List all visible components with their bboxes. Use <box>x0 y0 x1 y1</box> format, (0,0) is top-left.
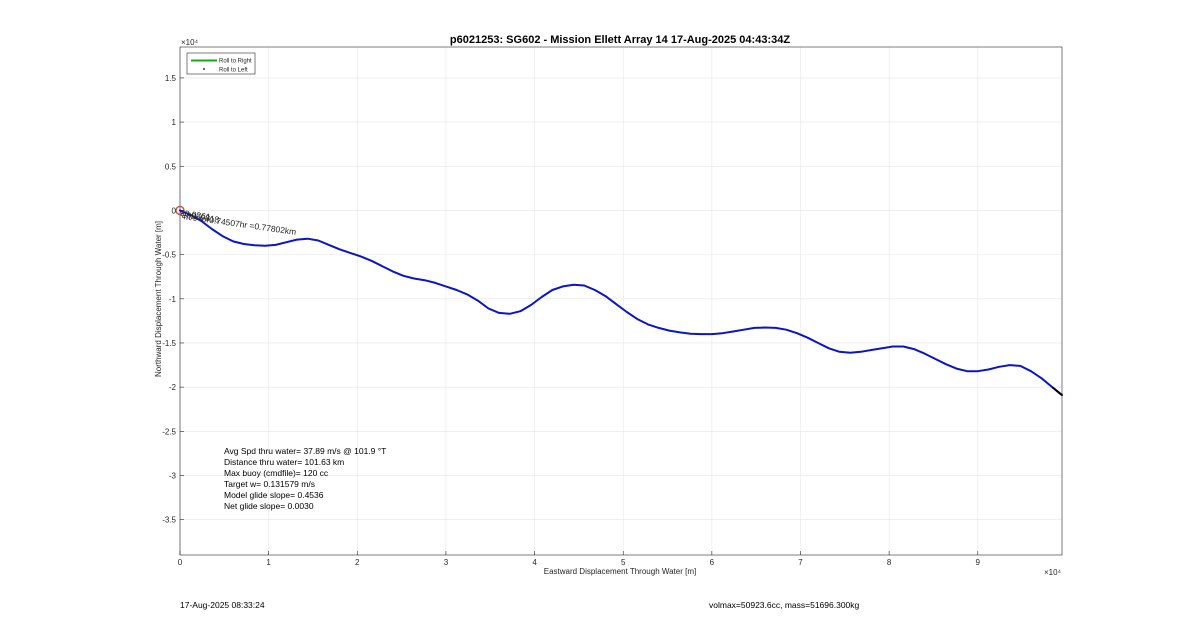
y-exponent-label: ×10⁴ <box>181 38 199 47</box>
footer-date: 17-Aug-2025 08:33:24 <box>180 600 265 610</box>
stats-line: Target w= 0.131579 m/s <box>224 479 315 489</box>
y-tick-label: -2 <box>169 383 177 392</box>
legend: Roll to Right Roll to Left <box>186 52 256 75</box>
y-axis-label: Northward Displacement Through Water [m] <box>154 221 163 377</box>
x-tick-label: 8 <box>887 558 892 567</box>
x-tick-label: 2 <box>355 558 360 567</box>
x-tick-label: 9 <box>976 558 981 567</box>
grid <box>179 47 1062 555</box>
y-tick-label: 1 <box>172 118 177 127</box>
x-tick-label: 6 <box>710 558 715 567</box>
stats-line: Max buoy (cmdfile)= 120 cc <box>224 468 329 478</box>
x-tick-label: 7 <box>798 558 803 567</box>
x-tick-label: 3 <box>444 558 449 567</box>
y-tick-label: -3.5 <box>162 516 176 525</box>
x-tick-label: 4 <box>532 558 537 567</box>
y-axis: 1.5 1 0.5 0 -0.5 -1 -1.5 -2 -2.5 -3 -3.5 <box>162 74 184 525</box>
overlap-label: 98.0261 <box>179 208 211 222</box>
track-line <box>179 209 1063 397</box>
chart-title: p6021253: SG602 - Mission Ellett Array 1… <box>450 34 790 46</box>
y-tick-label: -3 <box>169 471 177 480</box>
stats-line: Distance thru water= 101.63 km <box>224 457 344 467</box>
start-marker <box>175 205 185 216</box>
y-tick-label: -2.5 <box>162 427 176 436</box>
y-tick-label: -0.5 <box>162 251 176 260</box>
track-end-segment <box>1051 386 1063 396</box>
stats-line: Avg Spd thru water= 37.89 m/s @ 101.9 °T <box>224 446 386 456</box>
legend-label-roll-right: Roll to Right <box>219 59 252 65</box>
x-tick-label: 5 <box>621 558 626 567</box>
stats-line: Model glide slope= 0.4536 <box>224 490 324 500</box>
y-tick-label: 0.5 <box>165 162 177 171</box>
y-tick-label: 0 <box>172 206 177 215</box>
x-tick-label: 0 <box>178 558 183 567</box>
legend-marker-roll-left <box>203 68 205 70</box>
x-exponent-label: ×10⁴ <box>1044 568 1062 577</box>
x-tick-label: 1 <box>266 558 271 567</box>
legend-label-roll-left: Roll to Left <box>219 68 248 74</box>
footer-vol-mass: volmax=50923.6cc, mass=51696.300kg <box>709 600 860 610</box>
y-tick-label: -1 <box>169 295 177 304</box>
stats-block: Avg Spd thru water= 37.89 m/s @ 101.9 °T… <box>224 446 386 511</box>
y-tick-label: 1.5 <box>165 74 177 83</box>
y-tick-label: -1.5 <box>162 339 176 348</box>
stats-line: Net glide slope= 0.0030 <box>224 501 314 511</box>
axes-box <box>179 46 1063 556</box>
x-axis-label: Eastward Displacement Through Water [m] <box>544 567 697 576</box>
x-axis: 0 1 2 3 4 5 6 7 8 9 <box>178 551 981 567</box>
